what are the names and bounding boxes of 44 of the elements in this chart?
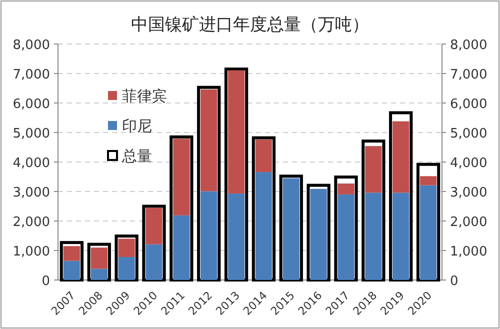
y2-tick-label: 4,000 bbox=[450, 156, 488, 171]
y-tick-label: 5,000 bbox=[12, 126, 50, 142]
bar bbox=[228, 70, 245, 194]
y2-tick-label: 6,000 bbox=[450, 97, 488, 112]
bar bbox=[338, 184, 354, 194]
bar bbox=[90, 268, 108, 280]
y-tick-label: 3,000 bbox=[12, 186, 50, 200]
y2-tick-label: 1,000 bbox=[450, 244, 488, 260]
bar bbox=[200, 89, 218, 192]
legend-label: 印尼 bbox=[122, 117, 152, 135]
bar bbox=[146, 244, 162, 280]
y-tick-label: 8,000 bbox=[12, 38, 50, 53]
y2-tick-label: 7,000 bbox=[450, 68, 488, 82]
bar bbox=[118, 238, 135, 257]
bar bbox=[255, 172, 272, 280]
bar bbox=[392, 121, 410, 193]
bar bbox=[63, 246, 80, 261]
y-tick-label: 4,000 bbox=[12, 156, 50, 171]
y-tick-label: 1,000 bbox=[12, 244, 50, 260]
bar bbox=[118, 256, 135, 280]
y2-tick-label: 3,000 bbox=[450, 186, 488, 200]
chart-title: 中国镍矿进口年度总量（万吨） bbox=[131, 15, 369, 35]
y2-tick-label: 8,000 bbox=[450, 38, 488, 53]
y-tick-label: 7,000 bbox=[12, 68, 50, 82]
y2-tick-label: 5,000 bbox=[450, 126, 488, 142]
bar bbox=[146, 208, 162, 244]
bar bbox=[420, 176, 437, 186]
bar bbox=[255, 140, 272, 172]
y-tick-label: 6,000 bbox=[12, 97, 50, 112]
legend-label: 总量 bbox=[121, 147, 152, 165]
bar bbox=[365, 146, 382, 193]
y2-tick-label: 0 bbox=[450, 274, 458, 289]
y2-tick-label: 2,000 bbox=[450, 215, 488, 230]
bar bbox=[173, 138, 190, 216]
bar bbox=[90, 248, 108, 269]
legend-label: 菲律宾 bbox=[122, 87, 167, 105]
bar bbox=[63, 260, 80, 280]
bar bbox=[173, 215, 190, 280]
bar bbox=[392, 192, 410, 280]
bar bbox=[228, 194, 245, 280]
bar bbox=[200, 191, 218, 280]
y-tick-label: 2,000 bbox=[12, 215, 50, 230]
bar bbox=[365, 192, 382, 280]
y-tick-label: 0 bbox=[42, 274, 50, 289]
